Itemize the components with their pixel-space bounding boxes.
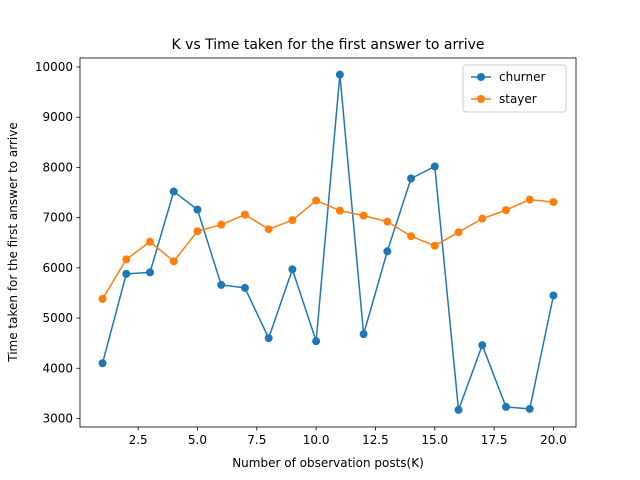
data-point-stayer <box>335 206 344 215</box>
data-point-stayer <box>193 227 202 236</box>
data-point-churner <box>312 337 321 346</box>
data-point-churner <box>407 174 416 183</box>
data-point-stayer <box>359 211 368 220</box>
legend-label-stayer: stayer <box>499 92 537 106</box>
x-tick-label: 5.0 <box>188 433 207 447</box>
x-tick-label: 7.5 <box>247 433 266 447</box>
data-point-churner <box>288 265 297 274</box>
axes-frame <box>79 57 577 428</box>
x-tick-label: 12.5 <box>362 433 389 447</box>
x-tick-label: 17.5 <box>481 433 508 447</box>
data-point-churner <box>335 70 344 79</box>
data-point-churner <box>264 334 273 343</box>
data-point-churner <box>525 404 534 413</box>
data-point-stayer <box>525 195 534 204</box>
data-point-churner <box>193 205 202 214</box>
data-point-churner <box>217 280 226 289</box>
data-point-stayer <box>122 255 131 264</box>
data-point-stayer <box>549 198 558 207</box>
data-point-churner <box>549 291 558 300</box>
data-point-churner <box>454 405 463 414</box>
data-point-churner <box>430 162 439 171</box>
data-point-stayer <box>169 257 178 266</box>
x-axis-label: Number of observation posts(K) <box>232 456 424 470</box>
data-point-stayer <box>383 217 392 226</box>
y-tick-label: 4000 <box>42 361 73 375</box>
y-tick-label: 10000 <box>35 60 73 74</box>
y-tick-label: 3000 <box>42 411 73 425</box>
axes: 2.5 5.0 7.5 10.0 12.5 15.0 17.5 20.0 3000 4000 500… <box>35 57 577 447</box>
data-point-churner <box>98 359 107 368</box>
data-point-stayer <box>288 216 297 225</box>
data-point-churner <box>240 283 249 292</box>
data-point-stayer <box>217 220 226 229</box>
legend: churner stayer <box>462 64 567 113</box>
y-axis-label: Time taken for the first answer to arriv… <box>6 122 20 363</box>
data-point-stayer <box>240 210 249 219</box>
data-point-stayer <box>478 214 487 223</box>
x-tick-label: 2.5 <box>129 433 148 447</box>
y-tick-label: 5000 <box>42 311 73 325</box>
data-point-stayer <box>407 232 416 241</box>
y-tick-label: 7000 <box>42 211 73 225</box>
x-tick-label: 15.0 <box>421 433 448 447</box>
data-point-churner <box>478 341 487 350</box>
y-tick-label: 6000 <box>42 261 73 275</box>
data-point-churner <box>359 330 368 339</box>
legend-label-churner: churner <box>499 70 546 84</box>
data-point-stayer <box>454 228 463 237</box>
data-point-stayer <box>264 225 273 234</box>
legend-marker-churner <box>477 73 485 81</box>
data-point-stayer <box>146 237 155 246</box>
data-point-churner <box>122 269 131 278</box>
y-tick-label: 9000 <box>42 110 73 124</box>
series-line-churner <box>101 73 555 411</box>
plot-area <box>98 70 558 414</box>
data-point-stayer <box>430 241 439 250</box>
data-point-stayer <box>501 206 510 215</box>
y-tick-label: 8000 <box>42 160 73 174</box>
legend-marker-stayer <box>477 95 485 103</box>
data-point-stayer <box>312 196 321 205</box>
series-line-stayer <box>101 198 554 300</box>
data-point-stayer <box>98 294 107 303</box>
x-tick-label: 20.0 <box>540 433 567 447</box>
data-point-churner <box>501 402 510 411</box>
data-point-churner <box>383 247 392 256</box>
chart-title: K vs Time taken for the first answer to … <box>171 37 484 53</box>
data-point-churner <box>169 187 178 196</box>
data-point-churner <box>146 268 155 277</box>
x-tick-label: 10.0 <box>303 433 330 447</box>
